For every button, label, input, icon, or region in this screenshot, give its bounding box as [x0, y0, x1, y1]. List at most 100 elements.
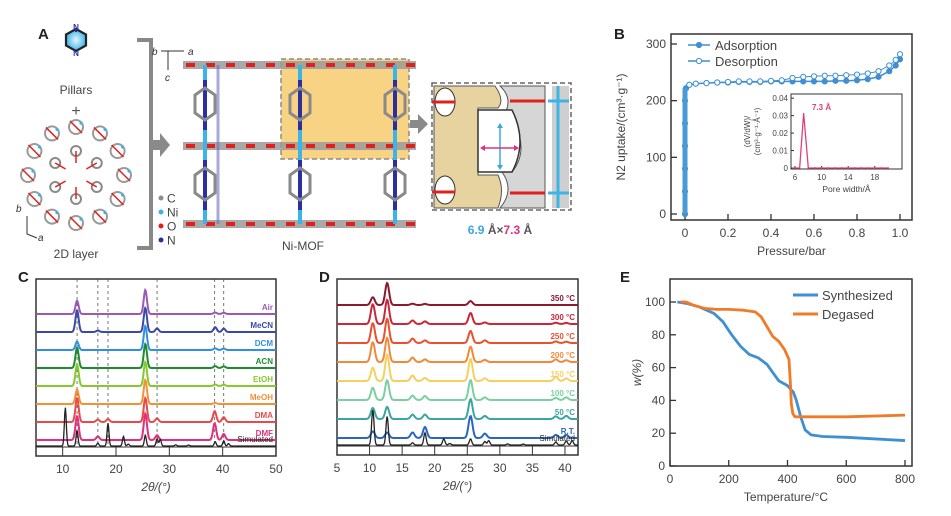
inset-psd-line [792, 112, 889, 169]
pattern-350-c [337, 281, 578, 306]
inset-x-tick-label: 14 [844, 173, 853, 182]
pattern-label-acn: ACN [256, 357, 274, 366]
mid-layer-oxygen [306, 144, 315, 148]
pattern-meoh [36, 377, 276, 405]
legend-dot-c [158, 195, 164, 201]
layer-inner-ring [49, 181, 62, 193]
frame-axis-c: c [165, 73, 170, 84]
layer-o-bond [93, 126, 107, 140]
data-point-desorption [875, 68, 882, 75]
y-tick-label-e: 0 [658, 459, 665, 473]
inset-data-point [847, 167, 850, 169]
ni-mof-framework [183, 58, 416, 228]
mid-layer-oxygen [246, 144, 255, 148]
layer-o-bond [45, 126, 59, 140]
pyrazine-n-bottom: N [73, 49, 79, 58]
pore-size-second: 7.3 [504, 223, 521, 237]
inset-x-tick-label: 10 [817, 173, 826, 182]
legend-label-degased: Degased [822, 307, 874, 322]
layer-label: 2D layer [54, 247, 99, 261]
inset-y-tick-label: 0.01 [772, 147, 788, 156]
layer-ni [79, 217, 83, 221]
bottom-layer-oxygen [346, 222, 355, 226]
inset-y-tick-label: 0.04 [772, 94, 788, 103]
layer-ni [79, 121, 83, 125]
inset-data-point [880, 167, 883, 169]
inset-data-point [887, 167, 889, 169]
inset-data-point [867, 167, 870, 169]
inset-data-point [834, 167, 836, 169]
pore-size-label: 6.9 Å×7.3 Å [468, 222, 533, 237]
mid-layer-oxygen [326, 144, 335, 148]
data-point-desorption [810, 73, 818, 80]
pattern-label-dcm: DCM [255, 339, 274, 348]
mid-layer-oxygen [386, 144, 395, 148]
x-tick-label-c: 20 [109, 462, 123, 476]
mid-layer-oxygen [286, 144, 295, 148]
bottom-layer-oxygen [406, 222, 415, 226]
pyrazine-ring [193, 166, 217, 202]
inset-y-label-line2: (cm³·g⁻¹·Å⁻¹) [753, 107, 762, 155]
inset-annotation: 7.3 Å [812, 103, 831, 112]
inset-x-label: Pore width/Å [822, 184, 871, 194]
layer-o-bond [111, 144, 125, 158]
inset-data-point [827, 167, 830, 169]
x-axis-label-b: Pressure/bar [757, 244, 826, 258]
mid-layer-oxygen [226, 144, 235, 148]
top-layer-oxygen [226, 63, 235, 67]
data-point-desorption [724, 78, 732, 86]
pattern-200-c [337, 336, 578, 364]
inset-data-point [853, 167, 856, 169]
legend-dot-o [158, 223, 164, 229]
data-point-desorption [746, 78, 753, 85]
pattern-label-simulated: Simulated [237, 435, 273, 444]
legend-dot-n [158, 237, 164, 243]
inset-y-label-line1: (dV/dW)/ [743, 115, 752, 147]
layer-o-bond [93, 210, 107, 224]
bottom-layer-oxygen [186, 222, 195, 226]
x-tick-label-b: 0 [682, 226, 689, 240]
pattern-label-dmf: DMF [256, 429, 273, 438]
x-tick-label-d: 35 [526, 461, 540, 475]
pattern-label-200-c: 200 °C [550, 351, 575, 360]
layer-ni [120, 145, 125, 149]
layer-ni [103, 210, 107, 215]
x-tick-label-d: 15 [395, 461, 409, 475]
legend-label-synthesized: Synthesized [822, 288, 893, 303]
top-layer-oxygen [266, 63, 275, 67]
data-point-desorption [767, 77, 775, 84]
inset-x-tick-label: 18 [870, 173, 879, 182]
data-point-desorption [686, 81, 693, 88]
x-tick-label-b: 0.8 [849, 226, 866, 240]
data-point-desorption [778, 77, 785, 84]
pattern-mecn [36, 305, 276, 333]
pattern-label-100-c: 100 °C [550, 389, 575, 398]
pattern-300-c [337, 298, 578, 326]
data-point-desorption [703, 80, 710, 87]
top-layer-oxygen [406, 63, 415, 67]
frame-axis-a: a [188, 47, 194, 58]
2d-layer-illustration [20, 119, 132, 231]
pore-size-times: × [496, 223, 503, 237]
pattern-label-mecn: MeCN [250, 321, 273, 330]
series-line-synthesized [677, 300, 906, 442]
y-tick-label-e: 60 [652, 361, 666, 375]
inset-frame [790, 93, 903, 170]
pattern-dcm [36, 323, 276, 351]
pattern-acn [36, 341, 276, 369]
pattern-label-air: Air [262, 303, 273, 312]
top-layer-oxygen [326, 63, 335, 67]
pore-size-first: 6.9 [468, 223, 485, 237]
arrow-right-icon [151, 133, 170, 157]
pattern-dmf [36, 411, 276, 441]
panel-letter-c: C [18, 269, 29, 286]
x-tick-label-c: 30 [163, 462, 177, 476]
pore-size-unit1: Å [484, 222, 496, 237]
layer-o-bond [117, 168, 131, 182]
layer-ring [109, 143, 126, 159]
top-layer-oxygen [366, 63, 375, 67]
